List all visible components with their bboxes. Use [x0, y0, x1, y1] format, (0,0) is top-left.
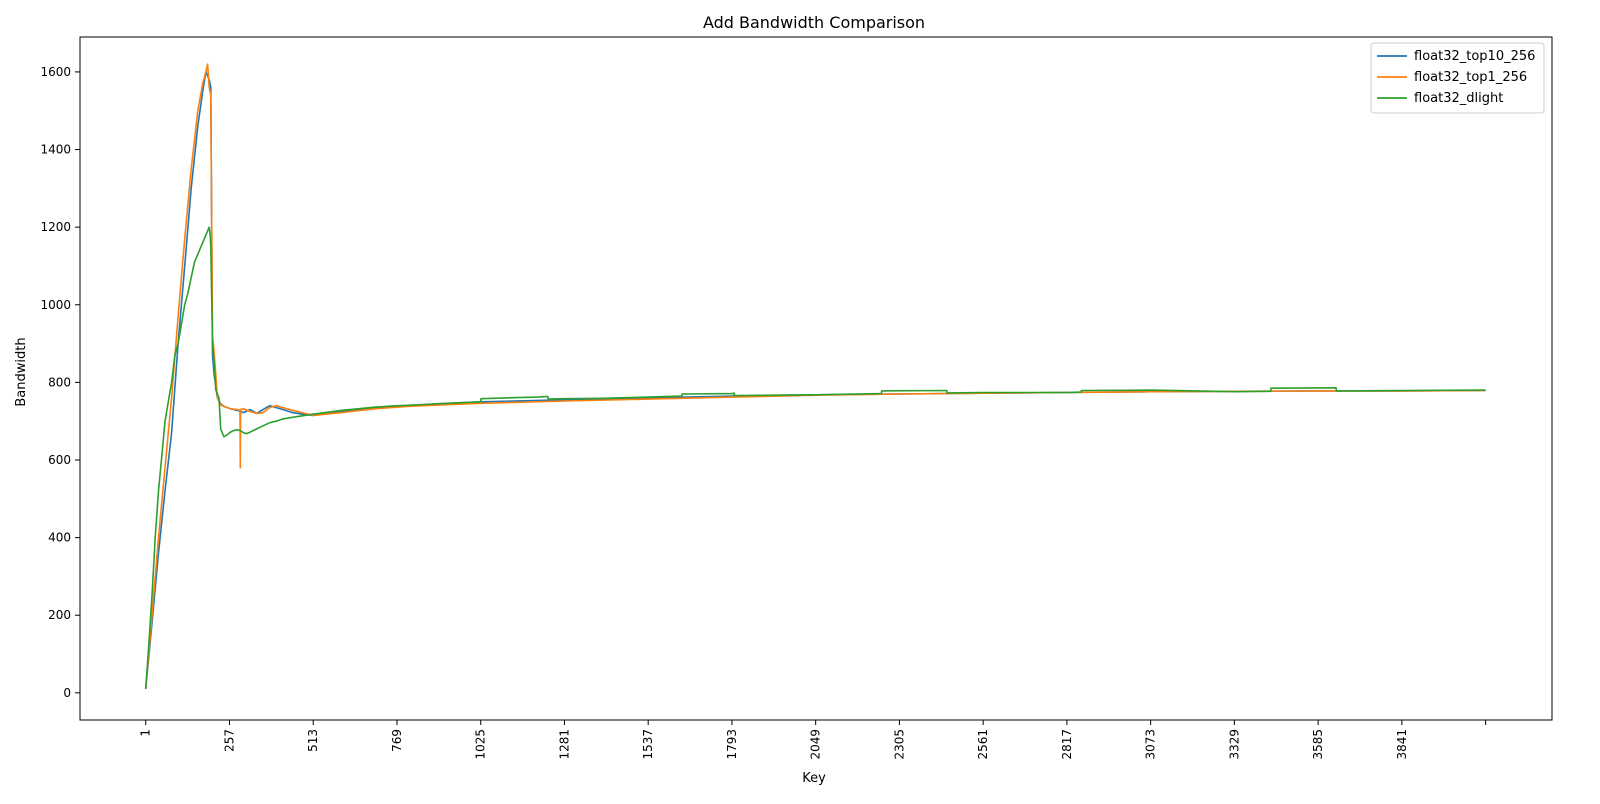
legend-label-2: float32_top1_256	[1414, 70, 1527, 85]
series-line-2	[144, 63, 1486, 690]
y-axis: 0 200 400 600 800 1000 1200 1400 1600	[40, 65, 80, 700]
x-tick-label: 769	[390, 729, 404, 752]
x-tick-label: 1793	[725, 729, 739, 760]
y-tick-label: 600	[48, 453, 71, 467]
x-tick-label: 1025	[474, 729, 488, 760]
chart-title: Add Bandwidth Comparison	[703, 13, 925, 32]
x-tick-label: 3329	[1227, 729, 1241, 760]
x-tick-label: 513	[306, 729, 320, 752]
y-tick-label: 1200	[40, 220, 71, 234]
legend-label-1: float32_top10_256	[1414, 49, 1535, 64]
y-tick-label: 1000	[40, 298, 71, 312]
x-tick-label: 1	[139, 729, 153, 737]
plot-frame	[79, 36, 1553, 721]
legend-box	[1370, 42, 1545, 114]
x-tick-label: 2817	[1060, 729, 1074, 760]
y-tick-label: 1600	[40, 65, 71, 79]
y-axis-label: Bandwidth	[14, 337, 29, 406]
y-tick-label: 200	[48, 608, 71, 622]
x-tick-label: 2305	[892, 729, 906, 760]
series-layer	[144, 63, 1486, 690]
y-tick-label: 0	[63, 686, 71, 700]
series-line-3	[144, 226, 1486, 690]
y-tick-label: 800	[48, 375, 71, 389]
x-tick-label: 3841	[1395, 729, 1409, 760]
x-tick-label: 1537	[641, 729, 655, 760]
series-line-1	[144, 71, 1486, 690]
x-tick-label: 2049	[809, 729, 823, 760]
y-tick-label: 400	[48, 531, 71, 545]
x-tick-label: 3585	[1311, 729, 1325, 760]
x-axis-label: Key	[802, 771, 826, 786]
x-tick-label: 257	[222, 729, 236, 752]
x-tick-label: 1281	[557, 729, 571, 760]
y-tick-label: 1400	[40, 143, 71, 157]
x-tick-label: 3073	[1144, 729, 1158, 760]
legend-label-3: float32_dlight	[1414, 91, 1503, 106]
x-tick-label: 2561	[976, 729, 990, 760]
x-axis: 1 257 513 769 1025 1281 1537 1793 2049 2305 2561 28…	[139, 720, 1487, 760]
plot-area	[79, 36, 1553, 721]
legend: float32_top10_256 float32_top1_256 float32…	[1370, 42, 1545, 114]
